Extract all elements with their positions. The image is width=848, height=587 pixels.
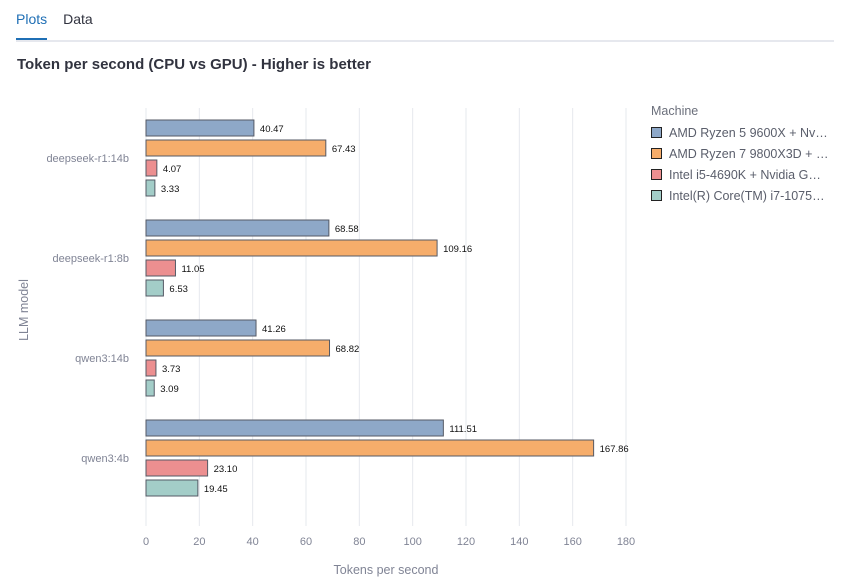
- bar: [145, 259, 176, 277]
- chart-title: Token per second (CPU vs GPU) - Higher i…: [17, 56, 371, 73]
- legend-item[interactable]: Intel(R) Core(TM) i7-1075…: [651, 185, 841, 206]
- bar-data-label: 68.82: [336, 344, 360, 355]
- x-tick-label: 140: [510, 536, 528, 548]
- bar: [145, 459, 209, 477]
- legend-label: Intel(R) Core(TM) i7-1075…: [669, 188, 825, 203]
- bar: [145, 479, 199, 497]
- y-axis-label: LLM model: [17, 279, 31, 341]
- bar-data-label: 3.73: [162, 364, 181, 375]
- tab-bar: Plots Data: [16, 0, 834, 42]
- bar-data-label: 11.05: [181, 264, 204, 275]
- bar-data-label: 41.26: [262, 324, 286, 335]
- bar-data-label: 40.47: [260, 124, 284, 135]
- bar-data-label: 109.16: [443, 244, 472, 255]
- legend-swatch: [651, 169, 662, 180]
- legend-item[interactable]: AMD Ryzen 5 9600X + Nvi…: [651, 122, 841, 143]
- x-axis-label: Tokens per second: [334, 563, 439, 577]
- bar-data-label: 167.86: [600, 444, 629, 455]
- x-tick-label: 40: [247, 536, 259, 548]
- bar-data-label: 6.53: [169, 284, 188, 295]
- bar-data-label: 68.58: [335, 224, 359, 235]
- bar: [145, 159, 158, 177]
- x-tick-label: 0: [143, 536, 149, 548]
- x-tick-label: 20: [193, 536, 205, 548]
- legend: Machine AMD Ryzen 5 9600X + Nvi… AMD Ryze…: [651, 104, 841, 206]
- legend-label: AMD Ryzen 5 9600X + Nvi…: [669, 125, 829, 140]
- bar: [145, 419, 444, 437]
- bar: [145, 279, 164, 297]
- bar: [145, 179, 156, 197]
- legend-title: Machine: [651, 104, 699, 118]
- x-tick-label: 60: [300, 536, 312, 548]
- y-tick-label: qwen3:14b: [75, 353, 129, 365]
- bar: [145, 139, 327, 157]
- bar: [145, 119, 255, 137]
- x-tick-label: 120: [457, 536, 475, 548]
- bar: [145, 379, 155, 397]
- legend-swatch: [651, 190, 662, 201]
- legend-swatch: [651, 127, 662, 138]
- x-tick-label: 80: [353, 536, 365, 548]
- bar: [145, 359, 157, 377]
- y-tick-label: deepseek-r1:14b: [46, 153, 129, 165]
- bar-data-label: 3.09: [160, 384, 179, 395]
- x-tick-label: 160: [563, 536, 581, 548]
- bar-data-label: 19.45: [204, 484, 228, 495]
- legend-label: Intel i5-4690K + Nvidia G…: [669, 167, 821, 182]
- y-tick-label: deepseek-r1:8b: [53, 253, 129, 265]
- y-tick-label: qwen3:4b: [81, 453, 129, 465]
- bar-data-label: 3.33: [161, 184, 180, 195]
- legend-item[interactable]: Intel i5-4690K + Nvidia G…: [651, 164, 841, 185]
- bar-data-label: 23.10: [214, 464, 238, 475]
- tab-plots[interactable]: Plots: [16, 0, 48, 40]
- legend-item[interactable]: AMD Ryzen 7 9800X3D + …: [651, 143, 841, 164]
- bar-data-label: 67.43: [332, 144, 356, 155]
- legend-label: AMD Ryzen 7 9800X3D + …: [669, 146, 829, 161]
- x-tick-label: 180: [617, 536, 635, 548]
- bar-data-label: 4.07: [163, 164, 182, 175]
- bar: [145, 439, 595, 457]
- tab-data[interactable]: Data: [63, 11, 93, 27]
- x-tick-label: 100: [403, 536, 421, 548]
- bar: [145, 219, 330, 237]
- bar: [145, 339, 331, 357]
- bar: [145, 239, 438, 257]
- legend-swatch: [651, 148, 662, 159]
- bar: [145, 319, 257, 337]
- bar-data-label: 111.51: [449, 424, 477, 435]
